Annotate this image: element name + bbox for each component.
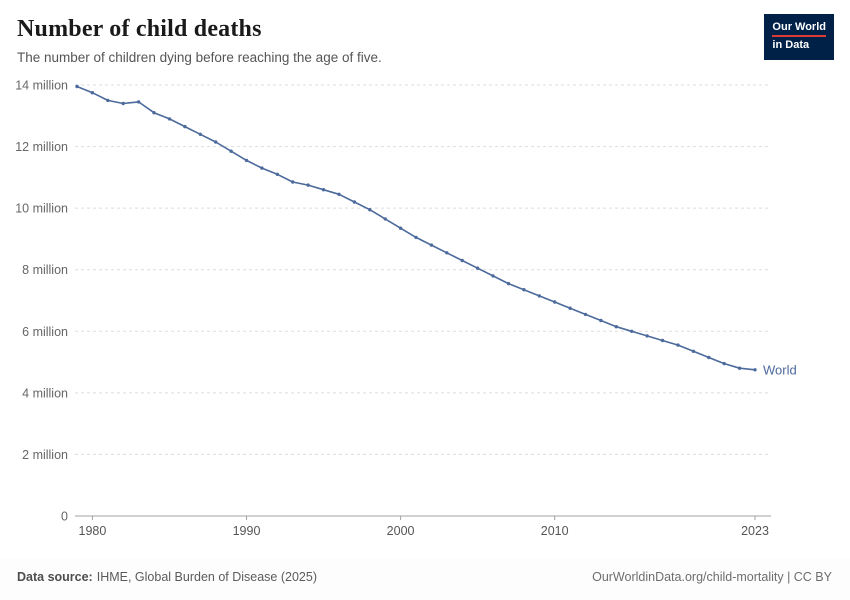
data-point-markers (75, 84, 757, 372)
data-point (568, 306, 572, 310)
page-title: Number of child deaths (17, 16, 262, 42)
data-point (630, 329, 634, 333)
data-point (429, 243, 434, 247)
data-point (491, 274, 495, 278)
y-axis-tick-label: 6 million (22, 325, 68, 339)
owid-logo[interactable]: Our World in Data (764, 14, 834, 60)
world-series-line (76, 85, 756, 371)
data-point (321, 188, 326, 192)
data-point (660, 338, 665, 343)
x-axis-tick-label: 1980 (79, 524, 107, 538)
data-point (383, 217, 387, 221)
credit-link[interactable]: OurWorldinData.org/child-mortality | CC … (592, 570, 832, 584)
data-point (475, 266, 480, 270)
y-axis-tick-label: 4 million (22, 386, 68, 400)
data-point (275, 172, 279, 176)
data-point (707, 355, 711, 360)
data-point (445, 251, 449, 255)
data-point (522, 288, 526, 292)
data-point (737, 366, 742, 370)
data-point (121, 101, 125, 106)
data-point (291, 180, 295, 184)
data-point (352, 200, 357, 204)
data-point (90, 91, 95, 95)
data-point (614, 325, 618, 329)
data-point (753, 368, 757, 372)
data-point (260, 166, 264, 170)
y-axis-tick-label: 14 million (15, 79, 68, 93)
chart-footer: Data source: IHME, Global Burden of Disea… (0, 558, 850, 600)
data-point (214, 140, 218, 144)
data-point (152, 111, 156, 115)
data-point (229, 149, 233, 153)
data-point (398, 226, 403, 230)
data-point (337, 192, 341, 196)
data-point (599, 318, 603, 323)
data-point (136, 100, 141, 104)
x-axis: 1980 1990 2000 2010 2023 (79, 516, 769, 538)
data-point (553, 300, 557, 304)
x-axis-tick-label: 1990 (233, 524, 261, 538)
y-axis-tick-label: 10 million (15, 202, 68, 216)
data-point (198, 132, 202, 136)
x-axis-tick-label: 2010 (541, 524, 569, 538)
data-point (460, 258, 464, 263)
data-source-value: IHME, Global Burden of Disease (2025) (96, 570, 317, 584)
x-axis-tick-label: 2023 (741, 524, 769, 538)
y-axis-tick-label: 12 million (15, 140, 68, 154)
chart-header: Number of child deaths The number of chi… (0, 0, 850, 65)
data-point (75, 84, 79, 89)
data-point (722, 361, 726, 366)
data-point (244, 158, 249, 163)
data-point (368, 208, 372, 212)
y-axis-tick-label: 0 (61, 510, 68, 524)
data-point (583, 312, 588, 317)
y-axis-tick-label: 2 million (22, 448, 68, 462)
data-point (506, 281, 511, 286)
data-source: Data source: IHME, Global Burden of Disea… (17, 570, 317, 584)
data-point (306, 183, 310, 187)
owid-logo-line1: Our World (772, 20, 826, 38)
data-point (645, 334, 649, 338)
data-point (106, 98, 110, 103)
gridlines: 0 2 million 4 million 6 million 8 million 10 … (15, 79, 771, 524)
data-point (167, 117, 172, 121)
data-source-label: Data source: (17, 570, 93, 584)
line-chart-svg[interactable]: 0 2 million 4 million 6 million 8 million 10 … (0, 71, 850, 543)
data-point (414, 235, 418, 240)
data-point (676, 343, 680, 347)
series-label-world: World (763, 362, 797, 377)
owid-logo-line2: in Data (772, 39, 810, 52)
data-point (537, 294, 541, 298)
data-point (691, 349, 696, 353)
x-axis-tick-label: 2000 (387, 524, 415, 538)
data-point (183, 124, 187, 129)
y-axis-tick-label: 8 million (22, 263, 68, 277)
chart-subtitle: The number of children dying before reac… (17, 50, 382, 65)
